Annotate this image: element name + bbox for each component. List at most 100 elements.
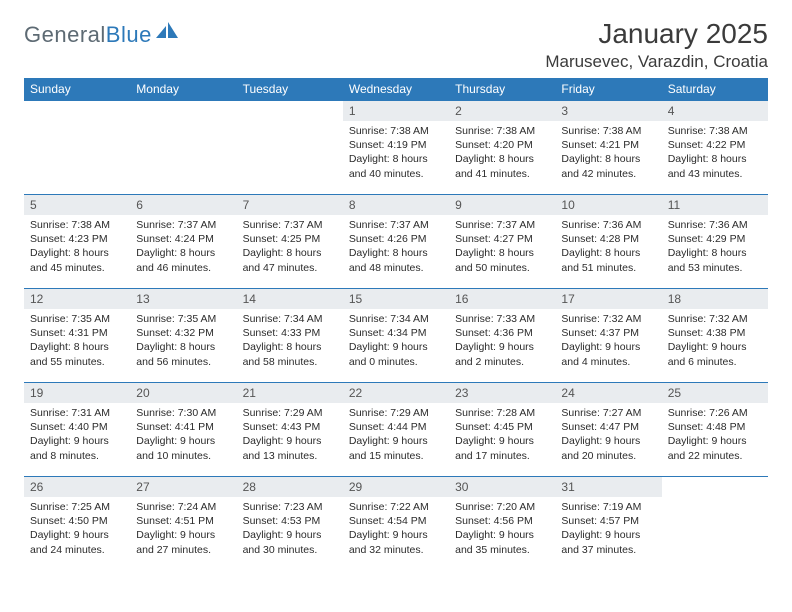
day-details-cell: Sunrise: 7:34 AMSunset: 4:33 PMDaylight:…: [237, 309, 343, 383]
sunrise-line: Sunrise: 7:22 AM: [349, 500, 443, 514]
daylight-line: Daylight: 8 hours and 43 minutes.: [668, 152, 762, 180]
day-details-cell: Sunrise: 7:38 AMSunset: 4:19 PMDaylight:…: [343, 121, 449, 195]
day-details-cell: [130, 121, 236, 195]
sunrise-line: Sunrise: 7:25 AM: [30, 500, 124, 514]
sunrise-line: Sunrise: 7:37 AM: [243, 218, 337, 232]
daynum-row: 262728293031: [24, 477, 768, 498]
day-number-cell: 1: [343, 101, 449, 122]
sunrise-line: Sunrise: 7:37 AM: [136, 218, 230, 232]
daylight-line: Daylight: 9 hours and 35 minutes.: [455, 528, 549, 556]
day-number-cell: 23: [449, 383, 555, 404]
day-details-cell: Sunrise: 7:38 AMSunset: 4:23 PMDaylight:…: [24, 215, 130, 289]
day-number-cell: 3: [555, 101, 661, 122]
day-details-cell: Sunrise: 7:19 AMSunset: 4:57 PMDaylight:…: [555, 497, 661, 570]
day-details-cell: Sunrise: 7:33 AMSunset: 4:36 PMDaylight:…: [449, 309, 555, 383]
sunset-line: Sunset: 4:27 PM: [455, 232, 549, 246]
daylight-line: Daylight: 8 hours and 45 minutes.: [30, 246, 124, 274]
sunset-line: Sunset: 4:22 PM: [668, 138, 762, 152]
daylight-line: Daylight: 9 hours and 24 minutes.: [30, 528, 124, 556]
page-header: GeneralBlue January 2025 Marusevec, Vara…: [24, 18, 768, 72]
day-number-cell: [237, 101, 343, 122]
daylight-line: Daylight: 9 hours and 37 minutes.: [561, 528, 655, 556]
sunset-line: Sunset: 4:24 PM: [136, 232, 230, 246]
sunset-line: Sunset: 4:38 PM: [668, 326, 762, 340]
sunrise-line: Sunrise: 7:38 AM: [561, 124, 655, 138]
sunrise-line: Sunrise: 7:32 AM: [668, 312, 762, 326]
daylight-line: Daylight: 9 hours and 20 minutes.: [561, 434, 655, 462]
sunrise-line: Sunrise: 7:37 AM: [455, 218, 549, 232]
day-number-cell: 24: [555, 383, 661, 404]
calendar-body: 1234Sunrise: 7:38 AMSunset: 4:19 PMDayli…: [24, 101, 768, 571]
sunrise-line: Sunrise: 7:34 AM: [243, 312, 337, 326]
sunset-line: Sunset: 4:37 PM: [561, 326, 655, 340]
day-number-cell: [24, 101, 130, 122]
sunrise-line: Sunrise: 7:29 AM: [243, 406, 337, 420]
day-details-cell: [237, 121, 343, 195]
col-saturday: Saturday: [662, 78, 768, 101]
daynum-row: 567891011: [24, 195, 768, 216]
day-number-cell: 22: [343, 383, 449, 404]
day-details-cell: Sunrise: 7:36 AMSunset: 4:29 PMDaylight:…: [662, 215, 768, 289]
sunset-line: Sunset: 4:47 PM: [561, 420, 655, 434]
day-details-cell: Sunrise: 7:37 AMSunset: 4:26 PMDaylight:…: [343, 215, 449, 289]
daylight-line: Daylight: 9 hours and 2 minutes.: [455, 340, 549, 368]
daylight-line: Daylight: 8 hours and 56 minutes.: [136, 340, 230, 368]
daylight-line: Daylight: 8 hours and 41 minutes.: [455, 152, 549, 180]
day-number-cell: 18: [662, 289, 768, 310]
col-friday: Friday: [555, 78, 661, 101]
sunrise-line: Sunrise: 7:35 AM: [136, 312, 230, 326]
sunrise-line: Sunrise: 7:38 AM: [349, 124, 443, 138]
day-number-cell: 2: [449, 101, 555, 122]
sunrise-line: Sunrise: 7:38 AM: [30, 218, 124, 232]
calendar-page: GeneralBlue January 2025 Marusevec, Vara…: [0, 0, 792, 582]
day-header-row: Sunday Monday Tuesday Wednesday Thursday…: [24, 78, 768, 101]
sunrise-line: Sunrise: 7:38 AM: [455, 124, 549, 138]
col-sunday: Sunday: [24, 78, 130, 101]
location-text: Marusevec, Varazdin, Croatia: [545, 52, 768, 72]
sunset-line: Sunset: 4:34 PM: [349, 326, 443, 340]
sunset-line: Sunset: 4:33 PM: [243, 326, 337, 340]
day-details-cell: Sunrise: 7:22 AMSunset: 4:54 PMDaylight:…: [343, 497, 449, 570]
sunrise-line: Sunrise: 7:28 AM: [455, 406, 549, 420]
day-details-cell: Sunrise: 7:24 AMSunset: 4:51 PMDaylight:…: [130, 497, 236, 570]
day-details-cell: Sunrise: 7:31 AMSunset: 4:40 PMDaylight:…: [24, 403, 130, 477]
day-details-cell: Sunrise: 7:34 AMSunset: 4:34 PMDaylight:…: [343, 309, 449, 383]
day-number-cell: 4: [662, 101, 768, 122]
sunset-line: Sunset: 4:44 PM: [349, 420, 443, 434]
daylight-line: Daylight: 9 hours and 15 minutes.: [349, 434, 443, 462]
day-number-cell: 7: [237, 195, 343, 216]
logo-word1: General: [24, 22, 106, 47]
day-details-cell: Sunrise: 7:38 AMSunset: 4:20 PMDaylight:…: [449, 121, 555, 195]
sunrise-line: Sunrise: 7:27 AM: [561, 406, 655, 420]
col-thursday: Thursday: [449, 78, 555, 101]
daylight-line: Daylight: 9 hours and 10 minutes.: [136, 434, 230, 462]
day-number-cell: 10: [555, 195, 661, 216]
sunset-line: Sunset: 4:31 PM: [30, 326, 124, 340]
day-details-cell: Sunrise: 7:36 AMSunset: 4:28 PMDaylight:…: [555, 215, 661, 289]
day-details-cell: [662, 497, 768, 570]
sunset-line: Sunset: 4:28 PM: [561, 232, 655, 246]
day-number-cell: 27: [130, 477, 236, 498]
daylight-line: Daylight: 9 hours and 8 minutes.: [30, 434, 124, 462]
day-details-cell: Sunrise: 7:27 AMSunset: 4:47 PMDaylight:…: [555, 403, 661, 477]
sunset-line: Sunset: 4:32 PM: [136, 326, 230, 340]
col-tuesday: Tuesday: [237, 78, 343, 101]
daynum-row: 19202122232425: [24, 383, 768, 404]
brand-logo: GeneralBlue: [24, 18, 180, 48]
day-number-cell: 26: [24, 477, 130, 498]
sunset-line: Sunset: 4:20 PM: [455, 138, 549, 152]
sunrise-line: Sunrise: 7:20 AM: [455, 500, 549, 514]
sunset-line: Sunset: 4:50 PM: [30, 514, 124, 528]
day-number-cell: 31: [555, 477, 661, 498]
daylight-line: Daylight: 9 hours and 0 minutes.: [349, 340, 443, 368]
day-number-cell: 15: [343, 289, 449, 310]
daylight-line: Daylight: 8 hours and 47 minutes.: [243, 246, 337, 274]
details-row: Sunrise: 7:38 AMSunset: 4:23 PMDaylight:…: [24, 215, 768, 289]
sunset-line: Sunset: 4:43 PM: [243, 420, 337, 434]
daylight-line: Daylight: 9 hours and 13 minutes.: [243, 434, 337, 462]
day-details-cell: Sunrise: 7:23 AMSunset: 4:53 PMDaylight:…: [237, 497, 343, 570]
sunrise-line: Sunrise: 7:23 AM: [243, 500, 337, 514]
title-block: January 2025 Marusevec, Varazdin, Croati…: [545, 18, 768, 72]
col-wednesday: Wednesday: [343, 78, 449, 101]
day-details-cell: Sunrise: 7:35 AMSunset: 4:31 PMDaylight:…: [24, 309, 130, 383]
